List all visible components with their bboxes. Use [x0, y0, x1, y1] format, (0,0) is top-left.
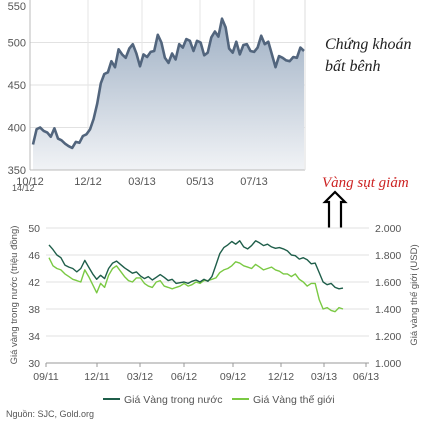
chart1-x-tick-label: 10/12 — [16, 176, 44, 188]
chart1-area-fill — [33, 18, 304, 171]
annotation-stock-line2: bất bênh — [325, 58, 381, 75]
chart1-y-tick-label: 350 — [8, 165, 26, 177]
annotation-gold: Vàng sụt giảm — [322, 175, 409, 191]
chart1-x-tick-label: 12/12 — [74, 176, 102, 188]
chart2-x-tick-label: 09/12 — [220, 371, 246, 383]
chart2-x-tick-label: 06/12 — [171, 371, 197, 383]
chart2-y-left-tick-label: 30 — [28, 358, 40, 370]
chart1-x-tick-label: 05/13 — [186, 176, 214, 188]
chart2-x-tick-label: 06/13 — [353, 371, 379, 383]
chart2-y-right-tick-label: 1.800 — [375, 250, 401, 262]
chart2-series-domestic-gold — [48, 240, 344, 290]
chart2-y-right-tick-label: 2.000 — [375, 223, 401, 235]
chart1-x-tick-label: 07/13 — [240, 176, 268, 188]
chart2-x-tick-label: 12/11 — [84, 371, 110, 383]
chart2-y-right-title: Giá vàng thế giới (USD) — [409, 244, 420, 345]
chart2-y-right-tick-label: 1.200 — [375, 331, 401, 343]
chart2-y-right-tick-label: 1.600 — [375, 277, 401, 289]
chart2-x-tick-label: 03/12 — [127, 371, 153, 383]
chart1-y-tick-label: 450 — [8, 80, 26, 92]
chart2-series-world-gold — [48, 257, 344, 313]
chart2-y-left-tick-label: 50 — [28, 223, 40, 235]
chart2-y-left-tick-label: 34 — [28, 331, 40, 343]
annotation-stock: Chứng khoán bất bênh — [325, 34, 429, 78]
chart2-legend-label-world: Giá Vàng thế giới — [253, 394, 335, 406]
chart1-y-tick-label: 550 — [8, 1, 26, 13]
chart2-source-note: Nguồn: SJC, Gold.org — [6, 409, 94, 419]
chart2-y-left-tick-label: 38 — [28, 304, 40, 316]
chart2-x-tick-label: 03/13 — [311, 371, 337, 383]
chart1-series-line — [31, 17, 305, 150]
chart2-x-tick-label: 09/11 — [33, 371, 59, 383]
annotation-stock-line1: Chứng khoán — [325, 36, 412, 53]
chart2-y-left-tick-label: 42 — [28, 277, 40, 289]
chart2-y-right-tick-label: 1.400 — [375, 304, 401, 316]
chart2-plot-area — [46, 228, 369, 363]
chart2-legend-label-domestic: Giá Vàng trong nước — [124, 394, 223, 406]
chart2-y-left-title: Giá vàng trong nước (triệu đồng) — [9, 226, 20, 365]
chart1-y-tick-label: 400 — [8, 123, 26, 135]
chart2-y-left-tick-label: 46 — [28, 250, 40, 262]
chart2-y-right-tick-label: 1.000 — [375, 358, 401, 370]
chart1-y-tick-label: 500 — [8, 38, 26, 50]
chart1-x-tick-label: 03/13 — [128, 176, 156, 188]
chart2-x-tick-label: 12/12 — [268, 371, 294, 383]
chart1-x-tick-fragment: 14/12 — [12, 183, 35, 193]
